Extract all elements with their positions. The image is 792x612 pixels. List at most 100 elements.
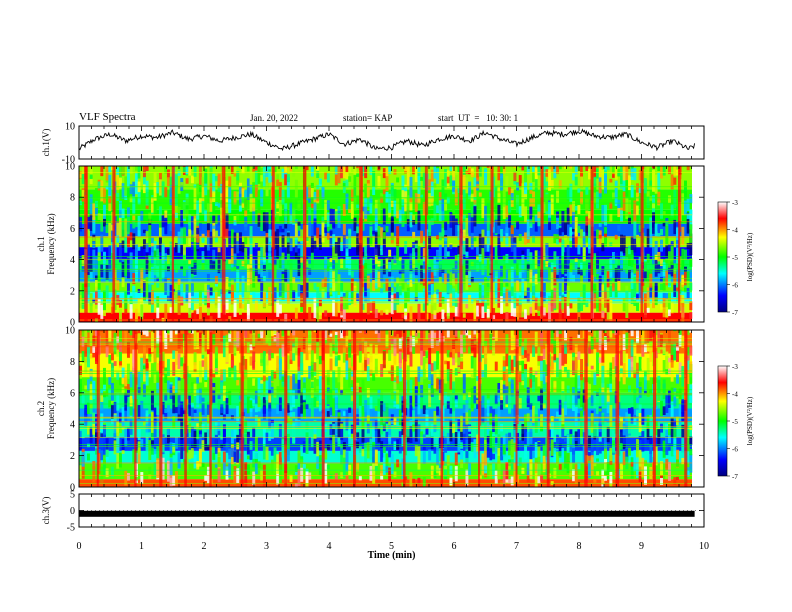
ch2-texture-cell xyxy=(294,383,298,400)
ch1-texture-cell xyxy=(230,284,234,304)
ch2-texture-cell xyxy=(257,406,261,412)
ch1-texture-cell xyxy=(676,287,679,292)
ch1-texture-cell xyxy=(268,166,272,170)
ch1-texture-cell xyxy=(324,310,328,317)
ch1-texture-cell xyxy=(401,166,405,169)
ch1-texture-cell xyxy=(350,166,354,174)
ch1-texture-cell xyxy=(196,227,200,235)
ch1-texture-cell xyxy=(428,267,432,282)
ch1-texture-cell xyxy=(494,205,498,210)
figure-title: VLF Spectra xyxy=(79,111,136,123)
ch1-texture-cell xyxy=(625,290,629,303)
ch2-texture-cell xyxy=(670,359,674,368)
ch2-texture-cell xyxy=(433,371,437,389)
ch1-texture-cell xyxy=(356,166,360,169)
ch2-texture-cell xyxy=(169,477,173,487)
ch2-texture-cell xyxy=(609,404,613,427)
ch1-texture-cell xyxy=(644,293,647,311)
ch2-texture-cell xyxy=(100,330,104,332)
ch1-texture-cell xyxy=(268,229,272,251)
ch2-colorbar-tick-label: -6 xyxy=(732,446,738,454)
ch2-texture-cell xyxy=(156,330,160,344)
ch1-texture-cell xyxy=(150,197,154,213)
ch2-texture-cell xyxy=(161,401,165,415)
ch1-texture-cell xyxy=(292,290,296,302)
ch1-texture-cell xyxy=(225,180,229,203)
ch1-texture-cell xyxy=(564,222,568,235)
ch2-texture-cell xyxy=(388,370,392,374)
ch1-texture-cell xyxy=(300,257,304,263)
ch2-texture-cell xyxy=(620,420,624,430)
ch1-texture-cell xyxy=(145,277,149,298)
ch2-texture-cell xyxy=(542,419,546,425)
ch1-texture-cell xyxy=(260,247,264,262)
ch2-texture-cell xyxy=(100,451,104,461)
ch2-texture-cell xyxy=(316,358,320,380)
ch2-texture-cell xyxy=(553,340,557,355)
ch1-texture-cell xyxy=(273,287,277,303)
ch2-texture-cell xyxy=(422,451,426,464)
ch1-texture-cell xyxy=(497,187,501,191)
ch1-texture-cell xyxy=(532,235,536,243)
ch2-texture-cell xyxy=(84,385,88,390)
ch1-texture-cell xyxy=(89,293,93,313)
ch1-texture-cell xyxy=(473,199,477,205)
ch1-texture-cell xyxy=(548,301,552,322)
ch1-texture-cell xyxy=(393,299,397,311)
ch1-texture-cell xyxy=(497,242,501,258)
ch2-texture-cell xyxy=(388,350,392,361)
ch1-texture-cell xyxy=(604,233,608,238)
ch2-texture-cell xyxy=(348,366,352,388)
ch1-texture-cell xyxy=(497,278,501,292)
ch1-texture-cell xyxy=(465,217,469,237)
ch2-texture-cell xyxy=(529,427,533,445)
x-tick-label: 1 xyxy=(139,541,144,552)
ch1-texture-cell xyxy=(398,285,402,296)
ch2-texture-cell xyxy=(172,451,176,456)
ch1-texture-cell xyxy=(470,171,474,178)
ch2-texture-cell xyxy=(177,330,181,349)
ch1-texture-cell xyxy=(150,266,154,285)
ch2-texture-cell xyxy=(286,355,290,370)
ch1-texture-cell xyxy=(321,186,325,200)
ch2-texture-cell xyxy=(116,336,120,344)
ch2-texture-cell xyxy=(497,406,501,418)
ch2-texture-cell xyxy=(593,330,597,338)
ch1-texture-cell xyxy=(598,234,602,239)
ch2-texture-cell xyxy=(574,406,578,427)
ch2-texture-cell xyxy=(377,430,381,443)
ch1-texture-cell xyxy=(318,234,322,250)
ch2-texture-cell xyxy=(505,433,509,448)
ch1-texture-cell xyxy=(196,183,200,197)
ch2-texture-cell xyxy=(278,451,282,471)
ch1-texture-cell xyxy=(372,230,376,235)
ch1-texture-cell xyxy=(201,201,205,215)
ch1-texture-cell xyxy=(433,302,437,311)
ch1-texture-cell xyxy=(676,206,679,222)
ch1-texture-cell xyxy=(553,233,557,244)
ch2-texture-cell xyxy=(372,445,376,463)
ch1-texture-cell xyxy=(566,306,570,316)
ch2-texture-cell xyxy=(369,438,373,460)
ch2-texture-cell xyxy=(102,454,106,465)
ch1-texture-cell xyxy=(502,166,506,174)
ch1-texture-cell xyxy=(273,166,277,173)
ch1-texture-cell xyxy=(486,215,490,231)
ch1-texture-cell xyxy=(548,267,552,281)
ch2-texture-cell xyxy=(300,459,304,468)
ch1-texture-cell xyxy=(268,253,272,263)
ch1-texture-cell xyxy=(574,206,578,211)
ch2-texture-cell xyxy=(190,441,194,450)
ch2-texture-cell xyxy=(358,330,362,333)
ch1-texture-cell xyxy=(342,223,346,240)
ch2-texture-cell xyxy=(188,330,192,333)
ch1-texture-cell xyxy=(145,243,149,253)
ch1-texture-cell xyxy=(633,220,637,239)
ch2-burst-10 xyxy=(440,330,444,487)
ch2-texture-cell xyxy=(393,417,397,425)
ch1-texture-cell xyxy=(310,166,314,177)
ch1-texture-cell xyxy=(249,184,253,199)
ch2-texture-cell xyxy=(118,349,122,362)
ch2-texture-cell xyxy=(417,395,421,415)
ch1-texture-cell xyxy=(156,303,160,319)
